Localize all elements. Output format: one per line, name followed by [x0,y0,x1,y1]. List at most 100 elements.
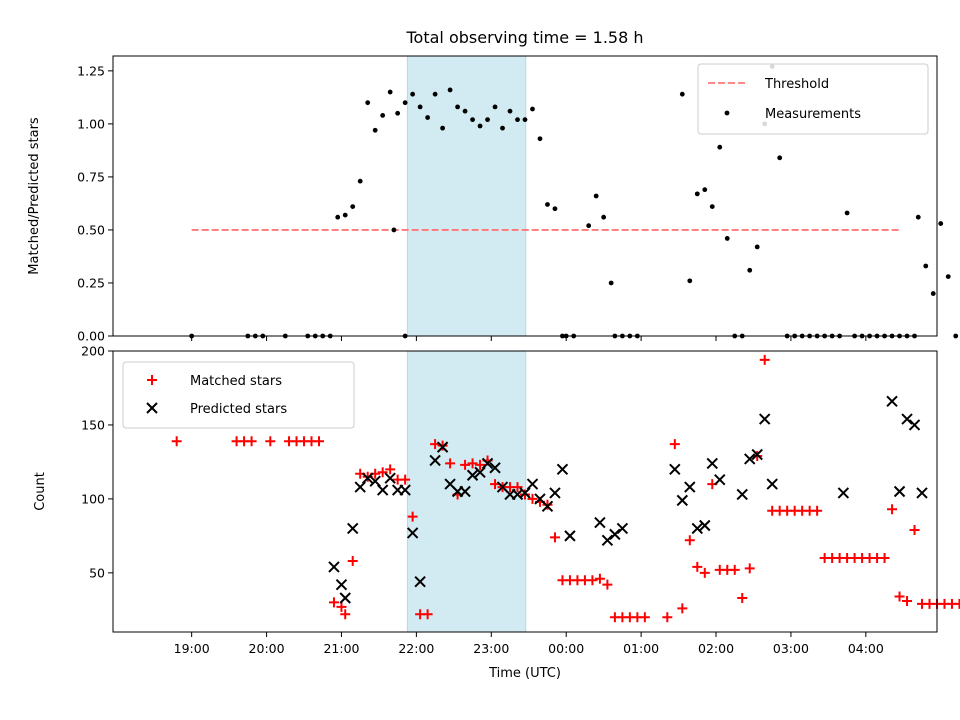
predicted-star-point [736,488,748,501]
measurement-point [417,104,423,110]
measurement-point [537,136,543,142]
measurement-point [440,125,445,131]
predicted-star-point [335,578,348,591]
matched-star-point [954,598,960,609]
legend-measurement-swatch [724,110,730,116]
predicted-star-point [766,478,778,490]
matched-star-point [692,561,703,572]
measurement-point [477,123,483,129]
measurement-point [702,187,708,193]
y-tick-label: 1.00 [77,116,105,131]
legend-label-threshold: Threshold [764,77,829,92]
measurement-point [357,178,363,184]
observing-window-span [406,55,527,337]
matched-star-point [475,459,486,470]
matched-star-point [662,612,673,623]
y-tick-label: 50 [89,565,105,580]
measurement-point [586,223,592,229]
matched-star-point [437,440,448,451]
measurement-point [923,263,929,269]
predicted-star-point [916,487,928,499]
measurement-point [372,127,378,133]
legend-box [697,63,929,135]
x-tick-label: 00:00 [548,641,584,656]
predicted-star-point [616,522,629,535]
measurement-point [380,112,386,118]
predicted-star-point [361,472,374,484]
predicted-star-point [549,487,561,499]
x-tick-label: 02:00 [698,641,734,656]
predicted-star-point [489,462,501,474]
predicted-star-point [466,469,479,481]
predicted-star-point [759,413,771,425]
matched-star-point [328,597,339,608]
measurement-point [777,155,783,161]
predicted-star-point [744,453,756,465]
measurement-point [350,204,356,210]
legend-label-measurements: Measurements [765,107,861,122]
matched-star-point [377,467,388,478]
matched-star-point [385,464,396,475]
matched-star-point [677,603,688,614]
measurement-point [391,227,397,233]
x-tick-label: 01:00 [623,641,659,656]
x-tick-label: 19:00 [174,641,210,656]
measurement-point [545,202,550,207]
predicted-star-point [328,561,340,573]
measurement-point [938,221,944,226]
predicted-star-point [893,485,906,498]
measurement-point [552,206,558,212]
predicted-star-point [526,478,539,490]
matched-star-point [407,511,418,522]
legend-box [122,361,355,429]
y-tick-label: 0.75 [77,169,105,184]
matched-star-point [400,474,411,485]
measurement-point [432,91,438,97]
measurement-point [387,89,393,95]
predicted-star-point [564,530,576,542]
measurement-point [953,333,959,339]
matched-star-point [669,439,680,450]
predicted-star-point [601,534,614,547]
predicted-star-point [684,481,696,493]
measurement-point [402,100,408,106]
y-tick-label: 1.25 [77,63,105,78]
chart-title: Total observing time = 1.58 h [405,28,643,47]
matched-star-point [340,609,351,620]
x-axis-label: Time (UTC) [488,666,561,681]
matched-star-point [902,595,913,606]
measurement-point [724,236,730,241]
matched-star-point [894,591,905,602]
predicted-star-point [676,494,689,507]
measurement-point [608,280,614,286]
measurement-point [709,204,715,210]
matched-star-point [639,612,650,623]
legend-label-predicted: Predicted stars [190,402,287,417]
bottom-panel: 19:00 20:00 21:00 22:00 23:00 00:00 01:00 02:00… [33,344,960,681]
y-tick-label: 100 [81,491,105,506]
axes-frame [112,55,938,337]
predicted-star-point [751,448,763,461]
predicted-star-point [339,592,351,604]
predicted-star-point [669,463,681,476]
measurement-point [515,117,520,123]
measurement-point [410,91,416,97]
legend: Threshold Measurements [697,63,929,135]
y-tick-label: 0.00 [77,329,105,344]
measurement-point [365,100,371,106]
predicted-star-point [691,522,703,535]
matched-star-point [812,505,823,516]
matched-star-point [460,459,471,470]
measurement-point [470,117,475,123]
predicted-star-point [414,576,426,588]
predicted-star-point [714,473,726,486]
predicted-star-point [481,457,494,470]
top-panel: 0.00 0.25 0.50 0.75 1.00 1.25 Matched/Predicte… [27,55,959,344]
measurement-point [593,193,599,199]
measurement-point [754,244,760,250]
legend-matched-swatch [147,375,157,385]
predicted-star-point [399,484,411,496]
matched-star-point [737,592,748,603]
y-tick-label: 0.25 [77,275,105,290]
predicted-star-point [347,522,359,535]
